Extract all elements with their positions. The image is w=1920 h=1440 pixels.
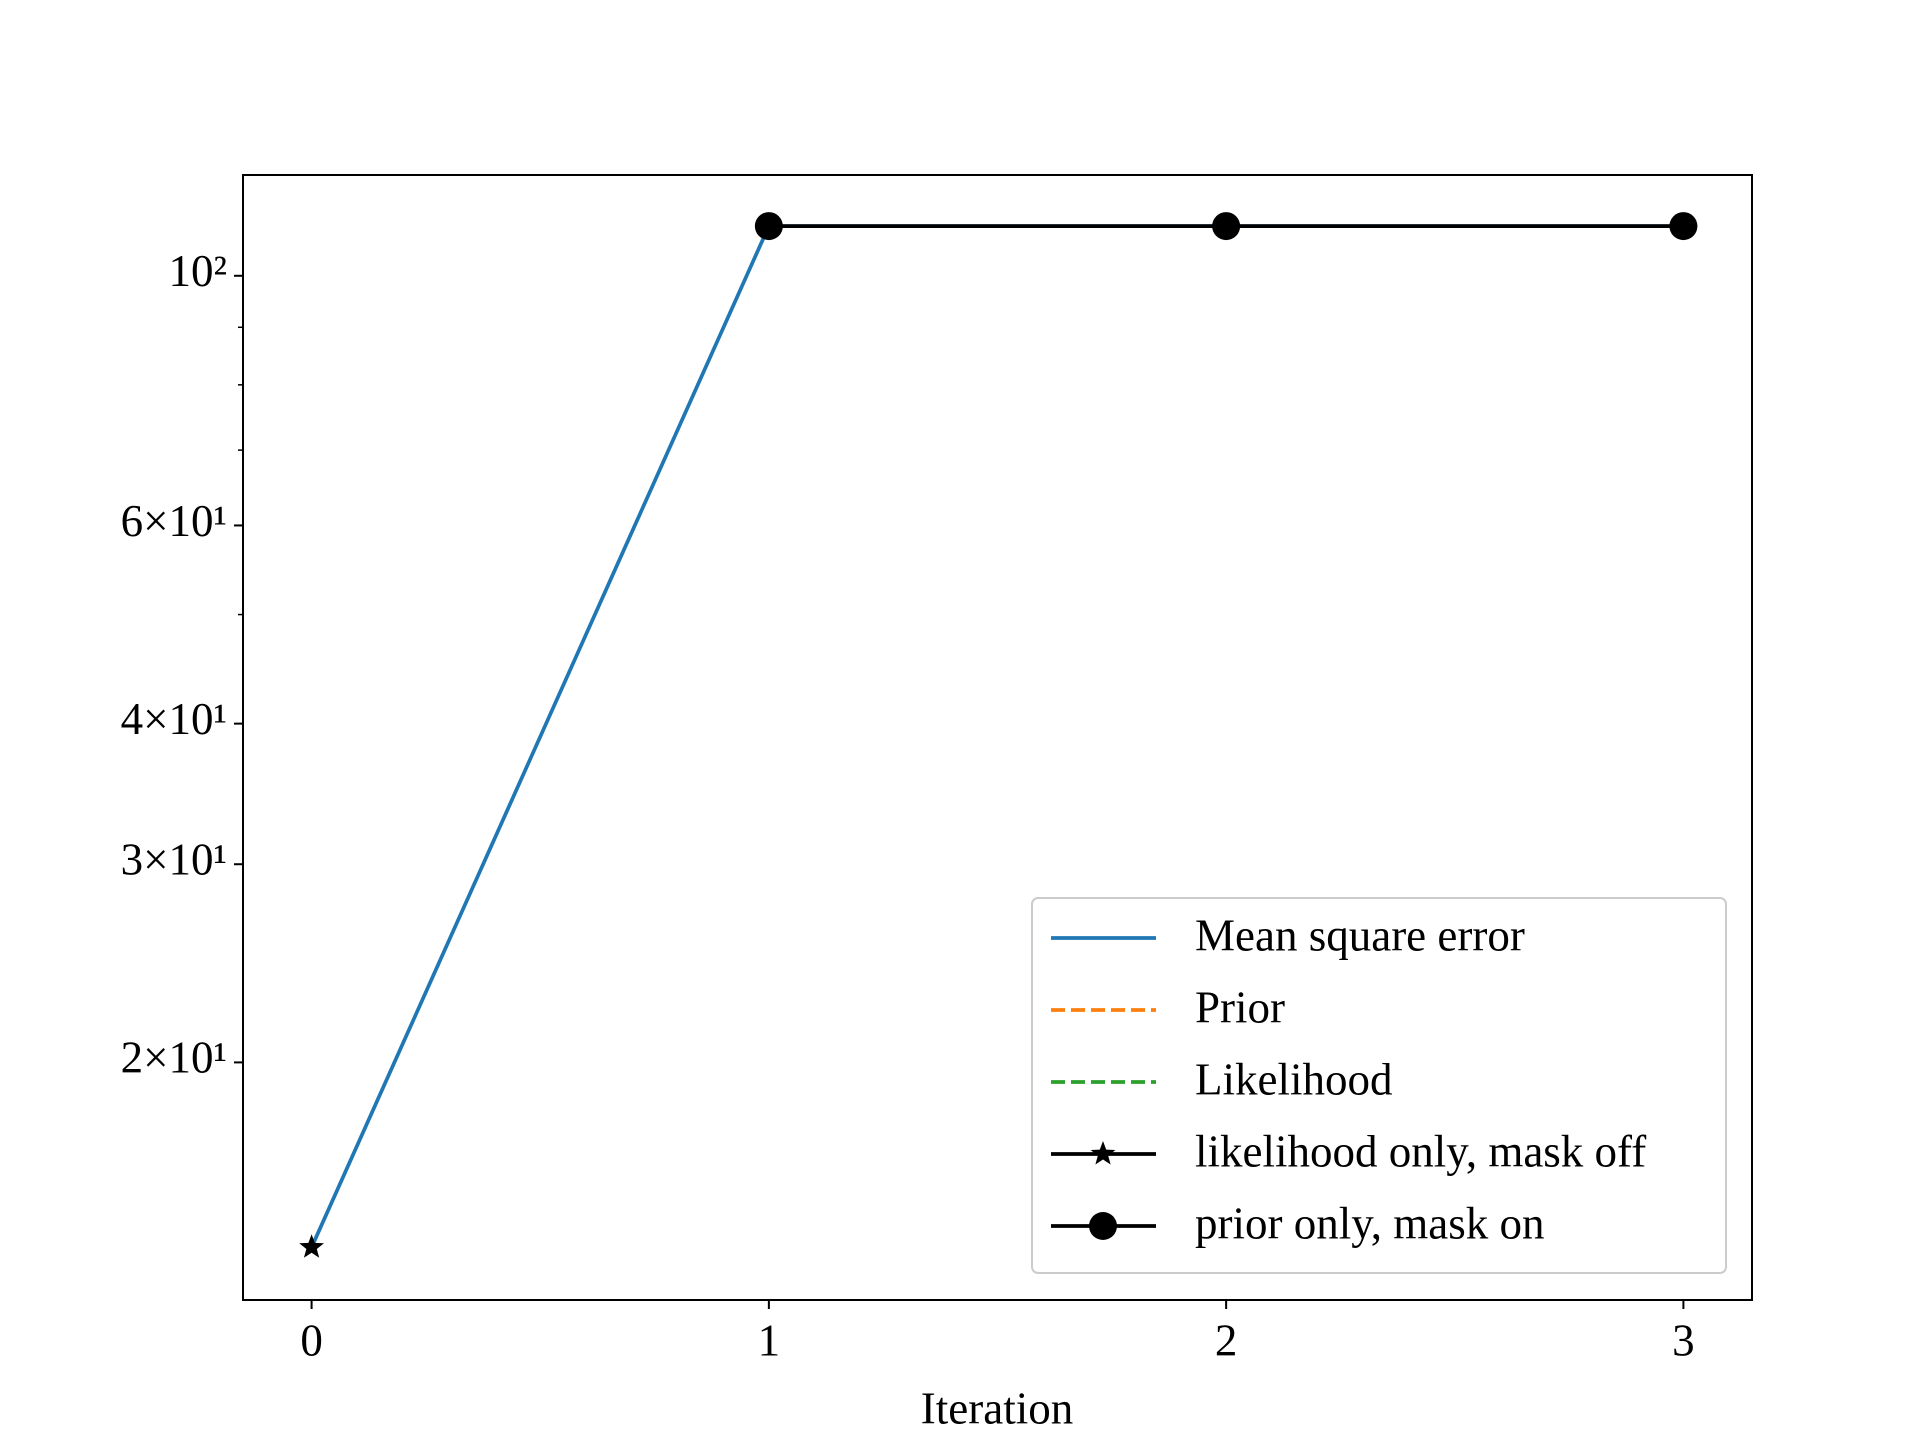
x-tick-label: 2 <box>1215 1315 1238 1365</box>
point <box>1669 212 1698 241</box>
plot-frame <box>242 174 1753 1301</box>
point <box>1089 1212 1117 1240</box>
y-tick-label: 10² <box>169 246 228 296</box>
point <box>1090 1141 1116 1165</box>
x-tick-label: 3 <box>1672 1315 1695 1365</box>
x-tick-label: 0 <box>300 1315 323 1365</box>
x-axis-label: Iteration <box>921 1383 1073 1433</box>
legend-label: Likelihood <box>1195 1054 1392 1104</box>
legend-box <box>1031 897 1727 1274</box>
y-tick-label: 4×10¹ <box>121 694 227 744</box>
point <box>299 1234 324 1258</box>
legend-label: Mean square error <box>1195 910 1525 960</box>
y-tick-label: 3×10¹ <box>121 835 227 885</box>
legend-label: prior only, mask on <box>1195 1198 1545 1248</box>
legend-label: likelihood only, mask off <box>1195 1126 1646 1176</box>
point <box>1212 212 1241 241</box>
y-tick-label: 6×10¹ <box>121 496 227 546</box>
legend-label: Prior <box>1195 982 1285 1032</box>
y-tick-label: 2×10¹ <box>121 1033 227 1083</box>
point <box>754 212 783 241</box>
x-tick-label: 1 <box>758 1315 781 1365</box>
